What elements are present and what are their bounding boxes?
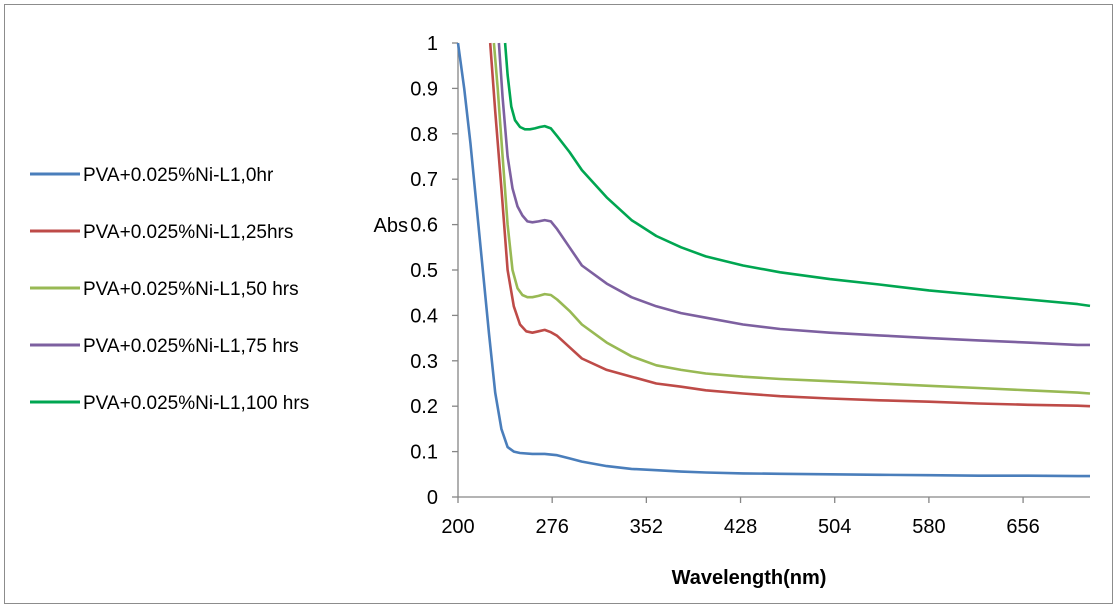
legend-label: PVA+0.025%Ni-L1,25hrs	[83, 222, 293, 243]
legend-item-4: PVA+0.025%Ni-L1,75 hrs	[30, 336, 299, 357]
y-tick-label: 0.9	[410, 78, 438, 100]
y-tick-label: 0	[427, 487, 438, 509]
x-tick-label: 352	[630, 516, 663, 538]
y-tick-label: 0.2	[410, 396, 438, 418]
x-tick-label: 580	[912, 516, 945, 538]
y-tick-label: 0.8	[410, 124, 438, 146]
x-tick-label: 276	[535, 516, 568, 538]
legend-item-1: PVA+0.025%Ni-L1,0hr	[30, 165, 274, 186]
legend-item-3: PVA+0.025%Ni-L1,50 hrs	[30, 279, 299, 300]
series-line-5	[503, 42, 1091, 308]
legend-label: PVA+0.025%Ni-L1,50 hrs	[83, 279, 299, 300]
y-axis-title: Abs	[374, 215, 408, 237]
legend: PVA+0.025%Ni-L1,0hr PVA+0.025%Ni-L1,25hrs…	[30, 165, 309, 414]
legend-item-5: PVA+0.025%Ni-L1,100 hrs	[30, 393, 309, 414]
series-line-1	[456, 42, 1090, 478]
series-lines	[456, 42, 1091, 478]
y-tick-label: 0.6	[410, 215, 438, 237]
y-tick-label: 0.5	[410, 260, 438, 282]
legend-label: PVA+0.025%Ni-L1,75 hrs	[83, 336, 299, 357]
series-line-4	[497, 42, 1090, 347]
legend-item-2: PVA+0.025%Ni-L1,25hrs	[30, 222, 293, 243]
x-tick-label: 656	[1006, 516, 1039, 538]
x-tick-label: 200	[441, 516, 474, 538]
x-axis-title: Wavelength(nm)	[672, 567, 827, 589]
y-tick-label: 0.1	[410, 442, 438, 464]
y-ticks: 0 0.1 0.2 0.3 0.4 0.5 0.6 0.7 0.8 0.9 1	[410, 33, 458, 509]
chart-frame	[4, 4, 1113, 604]
series-line-2	[488, 42, 1091, 408]
y-tick-label: 0.4	[410, 305, 438, 327]
series-line-3	[492, 42, 1091, 395]
x-ticks: 200 276 352 428 504 580 656	[441, 497, 1040, 538]
legend-label: PVA+0.025%Ni-L1,100 hrs	[83, 393, 309, 414]
x-tick-label: 428	[724, 516, 757, 538]
y-tick-label: 0.3	[410, 351, 438, 373]
y-tick-label: 1	[427, 33, 438, 55]
legend-label: PVA+0.025%Ni-L1,0hr	[83, 165, 274, 186]
x-tick-label: 504	[818, 516, 851, 538]
y-tick-label: 0.7	[410, 169, 438, 191]
